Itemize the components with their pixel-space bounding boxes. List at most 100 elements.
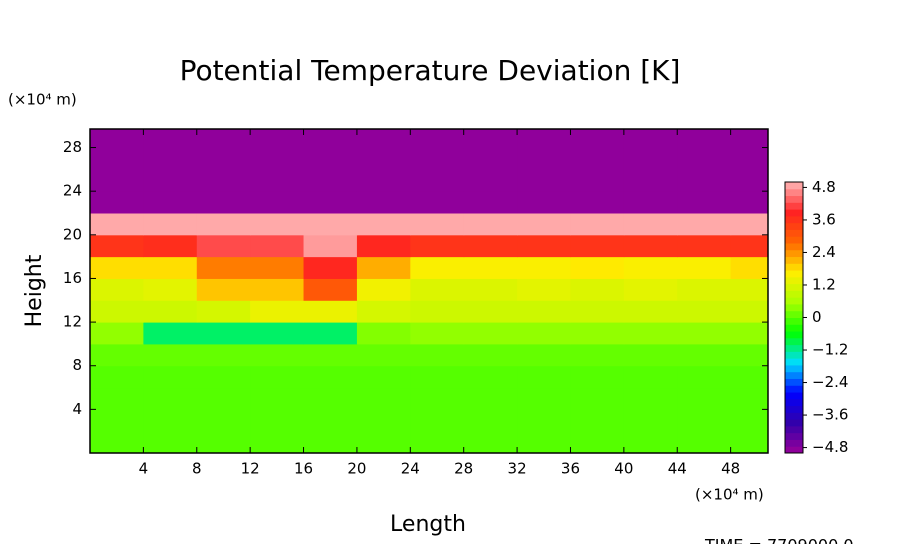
colorbar-band [785,419,803,427]
heat-cell [196,129,251,149]
x-tick-label: 44 [668,460,687,478]
heat-cell [90,213,144,236]
heat-cell [356,409,411,432]
heat-cell [517,129,571,149]
heat-cell [250,300,305,323]
heat-cell [517,234,571,258]
heat-cell [250,234,305,258]
heat-cell [250,147,305,170]
heat-cell [303,431,358,454]
colorbar-band [785,215,803,224]
heat-cell [143,387,198,410]
heat-cell [677,147,732,170]
heat-cell [570,147,625,170]
heat-cell [677,213,732,236]
heat-cell [356,169,411,192]
heat-cell [303,129,358,149]
heat-cell [517,147,571,170]
heat-cell [623,213,678,236]
heat-cell [143,409,198,432]
heat-cell [570,300,625,323]
heat-cell [677,278,732,301]
colorbar-tick-label: −2.4 [812,373,848,391]
heat-cell [463,147,518,170]
colorbar-band [785,371,803,379]
heat-cell [356,191,411,214]
heat-cell [303,365,358,389]
x-tick-label: 16 [294,460,313,478]
heat-cell [410,191,465,214]
colorbar-band [785,344,803,352]
heat-cell [303,409,358,432]
heat-cell [570,169,625,192]
heat-cell [730,300,769,323]
heat-cell [517,300,571,323]
colorbar-tick-label: 0 [812,308,822,326]
heat-cell [356,256,411,279]
heat-cell [90,129,144,149]
heat-cell [143,322,198,345]
heat-cell [303,213,358,236]
colorbar-band [785,310,803,318]
colorbar-band [785,283,803,291]
heat-cell [303,278,358,301]
colorbar-band [785,276,803,285]
heat-cell [463,343,518,367]
heat-cell [303,147,358,170]
heat-cell [196,191,251,214]
heat-cell [677,256,732,279]
heat-cell [623,365,678,389]
heat-cell [250,256,305,279]
heat-cell [303,234,358,258]
heat-cell [463,129,518,149]
heat-cell [463,256,518,279]
colorbar-band [785,351,803,359]
heat-cell [356,322,411,345]
colorbar-tick-label: 4.8 [812,178,836,196]
heat-cell [356,300,411,323]
heat-cell [677,234,732,258]
y-axis-label: Height [22,254,47,327]
heat-cell [410,169,465,192]
heat-cell [677,365,732,389]
heat-cell [356,213,411,236]
heat-cell [730,365,769,389]
x-tick-label: 20 [347,460,366,478]
plot-frame [89,128,769,454]
heat-cell [463,322,518,345]
heat-cell [196,147,251,170]
heat-cell [90,234,144,258]
heat-cell [303,169,358,192]
heat-cell [463,278,518,301]
heat-cell [570,191,625,214]
heat-cell [90,387,144,410]
heat-cell [463,409,518,432]
heat-cell [250,322,305,345]
colorbar-band [785,432,803,440]
heat-cell [303,387,358,410]
heat-cell [463,387,518,410]
heat-cell [410,147,465,170]
heat-cell [250,191,305,214]
colorbar-band [785,358,803,366]
heat-cell [143,147,198,170]
heat-cell [90,365,144,389]
colorbar-band [785,209,803,217]
heat-cell [410,300,465,323]
colorbar-band [785,317,803,325]
colorbar-tick-label: −4.8 [812,438,848,456]
heat-cell [463,300,518,323]
x-tick-label: 36 [561,460,580,478]
heat-cell [196,256,251,279]
x-tick-label: 48 [721,460,740,478]
heat-cell [356,129,411,149]
heat-cell [356,278,411,301]
heat-cell [517,387,571,410]
heat-cell [730,234,769,258]
heat-cell [517,431,571,454]
heat-cell [730,191,769,214]
heat-cell [90,322,144,345]
heat-cell [143,365,198,389]
heat-cell [90,431,144,454]
